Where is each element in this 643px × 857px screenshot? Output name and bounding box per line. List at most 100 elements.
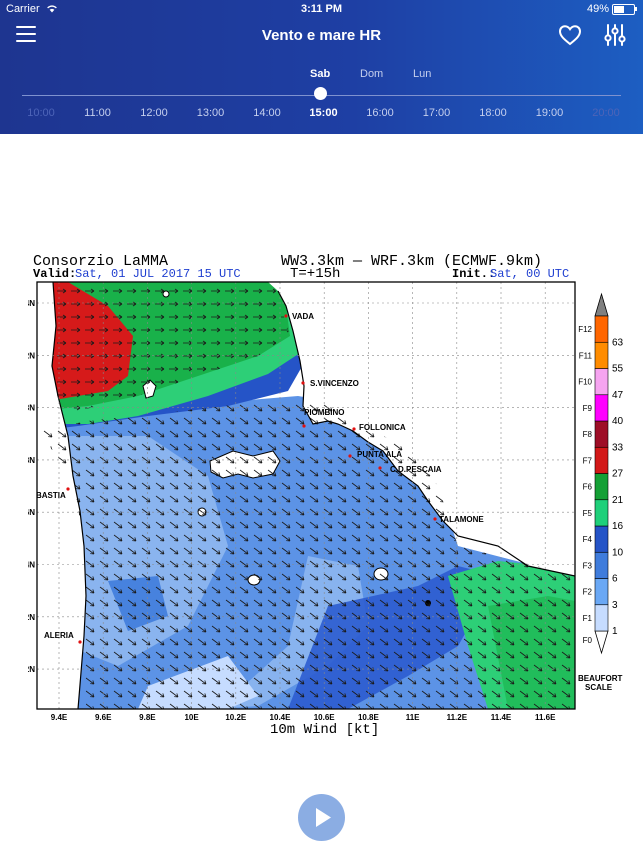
scale-beaufort-label: F6: [583, 483, 593, 492]
scale-swatch: [594, 341, 609, 369]
lon-tick-label: 11.6E: [535, 713, 556, 722]
lat-tick-label: 42N: [28, 665, 35, 674]
lat-tick-label: 43.2N: [28, 351, 35, 360]
map-forecast-time: T=+15h: [290, 266, 340, 282]
scale-swatch: [594, 578, 609, 606]
scale-beaufort-label: F1: [583, 614, 593, 623]
status-bar: Carrier 3:11 PM 49%: [0, 0, 643, 18]
hour-option[interactable]: 17:00: [422, 107, 451, 119]
hour-option[interactable]: 18:00: [479, 107, 507, 119]
lat-tick-label: 43.4N: [28, 299, 35, 308]
place-vada: VADA: [292, 312, 314, 321]
hour-option[interactable]: 12:00: [140, 107, 168, 119]
map-models-label: WW3.3km — WRF.3km (ECMWF.9km): [281, 253, 542, 270]
scale-swatch: [594, 551, 609, 579]
scale-title-2: SCALE: [585, 683, 613, 692]
place-s-vincenzo: S.VINCENZO: [310, 379, 359, 388]
scale-knot-label: 16: [612, 521, 624, 532]
scale-knot-label: 1: [612, 626, 618, 637]
lat-tick-label: 42.2N: [28, 613, 35, 622]
lat-tick-label: 43N: [28, 404, 35, 413]
map-valid-value: Sat, 01 JUL 2017 15 UTC: [75, 267, 241, 281]
scale-beaufort-label: F11: [579, 351, 593, 360]
day-selector: Sab Dom Lun: [0, 68, 643, 84]
scale-beaufort-label: F3: [583, 561, 593, 570]
scale-swatch: [594, 604, 609, 632]
scale-swatch: [594, 525, 609, 553]
favorite-heart-icon[interactable]: [558, 24, 582, 46]
app-header: Carrier 3:11 PM 49% Vento e mare HR Sab …: [0, 0, 643, 134]
scale-swatch: [594, 315, 609, 343]
hour-option[interactable]: 13:00: [196, 107, 225, 119]
scale-swatch: [594, 473, 609, 501]
hour-option[interactable]: 14:00: [253, 107, 281, 119]
scale-bottom-arrow: [594, 630, 609, 655]
lon-tick-labels: 9.4E 9.6E 9.8E 10E 10.2E 10.4E 10.6E 10.8E 11E 11…: [51, 713, 556, 722]
hour-option[interactable]: 19:00: [535, 107, 564, 119]
scale-swatch: [594, 368, 609, 396]
hour-option[interactable]: 16:00: [366, 107, 394, 119]
place-cd-pescaia: C.D.PESCAIA: [390, 465, 442, 474]
beaufort-scale: 1 3 6 10 16 21 27 33 40 47 55 63 F0 F1 F2 F3 F4 F5 F6 F7 F8 F…: [578, 292, 624, 655]
scale-knot-label: 10: [612, 547, 624, 558]
page-title: Vento e mare HR: [261, 27, 382, 44]
hour-option[interactable]: 10:00: [27, 107, 55, 119]
scale-beaufort-label: F9: [583, 404, 593, 413]
place-piombino: PIOMBINO: [304, 408, 344, 417]
map-init-value: Sat, 00 UTC: [490, 267, 569, 281]
hour-option[interactable]: 11:00: [84, 107, 111, 119]
lon-tick-label: 9.4E: [51, 713, 68, 722]
filter-sliders-icon[interactable]: [603, 23, 627, 47]
lon-tick-label: 11E: [406, 713, 420, 722]
scale-beaufort-label: F0: [583, 636, 593, 645]
play-icon: [316, 808, 331, 827]
lon-tick-label: 10.4E: [270, 713, 292, 722]
lon-tick-label: 11.4E: [491, 713, 512, 722]
scale-knot-label: 27: [612, 469, 624, 480]
hour-option[interactable]: 20:00: [592, 107, 620, 119]
lat-tick-label: 42.4N: [28, 561, 35, 570]
wind-field: [37, 282, 575, 709]
map-frame: [36, 281, 576, 710]
hour-option[interactable]: 15:00: [309, 107, 338, 119]
lon-tick-label: 10E: [184, 713, 199, 722]
carrier-label: Carrier: [6, 3, 40, 15]
menu-button[interactable]: [16, 25, 36, 43]
place-aleria: ALERIA: [44, 631, 74, 640]
scale-beaufort-label: F10: [578, 378, 592, 387]
day-tab-sat[interactable]: Sab: [310, 68, 331, 80]
wind-map-figure: Consorzio LaMMA WW3.3km — WRF.3km (ECMWF…: [14, 246, 628, 741]
place-punta-ala: PUNTA ALA: [357, 450, 402, 459]
play-button[interactable]: [298, 794, 345, 841]
scale-beaufort-label: F5: [583, 509, 593, 518]
scale-knot-label: 33: [612, 442, 624, 453]
wifi-icon: [47, 5, 57, 13]
wind-map-svg: Consorzio LaMMA WW3.3km — WRF.3km (ECMWF…: [14, 253, 624, 738]
lon-tick-label: 9.6E: [95, 713, 112, 722]
map-org-label: Consorzio LaMMA: [33, 253, 168, 270]
map-valid-label: Valid:: [33, 267, 76, 281]
status-time: 3:11 PM: [301, 3, 342, 15]
battery-icon: [612, 4, 637, 15]
scale-knot-label: 55: [612, 364, 624, 375]
lon-tick-label: 10.6E: [314, 713, 336, 722]
scale-knot-label: 40: [612, 416, 624, 427]
map-init-label: Init.:: [452, 267, 495, 281]
scale-knot-label: 47: [612, 390, 624, 401]
battery-percent: 49%: [586, 3, 609, 15]
scale-knot-label: 6: [612, 574, 618, 585]
day-tab-mon[interactable]: Lun: [413, 68, 432, 80]
lon-tick-label: 10.8E: [358, 713, 380, 722]
map-grid: [37, 282, 575, 709]
lon-tick-label: 11.2E: [447, 713, 468, 722]
scale-knot-label: 3: [612, 600, 618, 611]
day-tab-sun[interactable]: Dom: [360, 68, 384, 80]
scale-swatch: [594, 499, 609, 527]
scale-beaufort-label: F2: [583, 588, 593, 597]
timeline-knob[interactable]: [314, 87, 327, 100]
place-bastia: BASTIA: [36, 491, 66, 500]
scale-top-arrow: [594, 292, 609, 317]
scale-beaufort-label: F12: [578, 325, 592, 334]
scale-title-1: BEAUFORT: [578, 674, 623, 683]
scale-swatch: [594, 394, 609, 422]
